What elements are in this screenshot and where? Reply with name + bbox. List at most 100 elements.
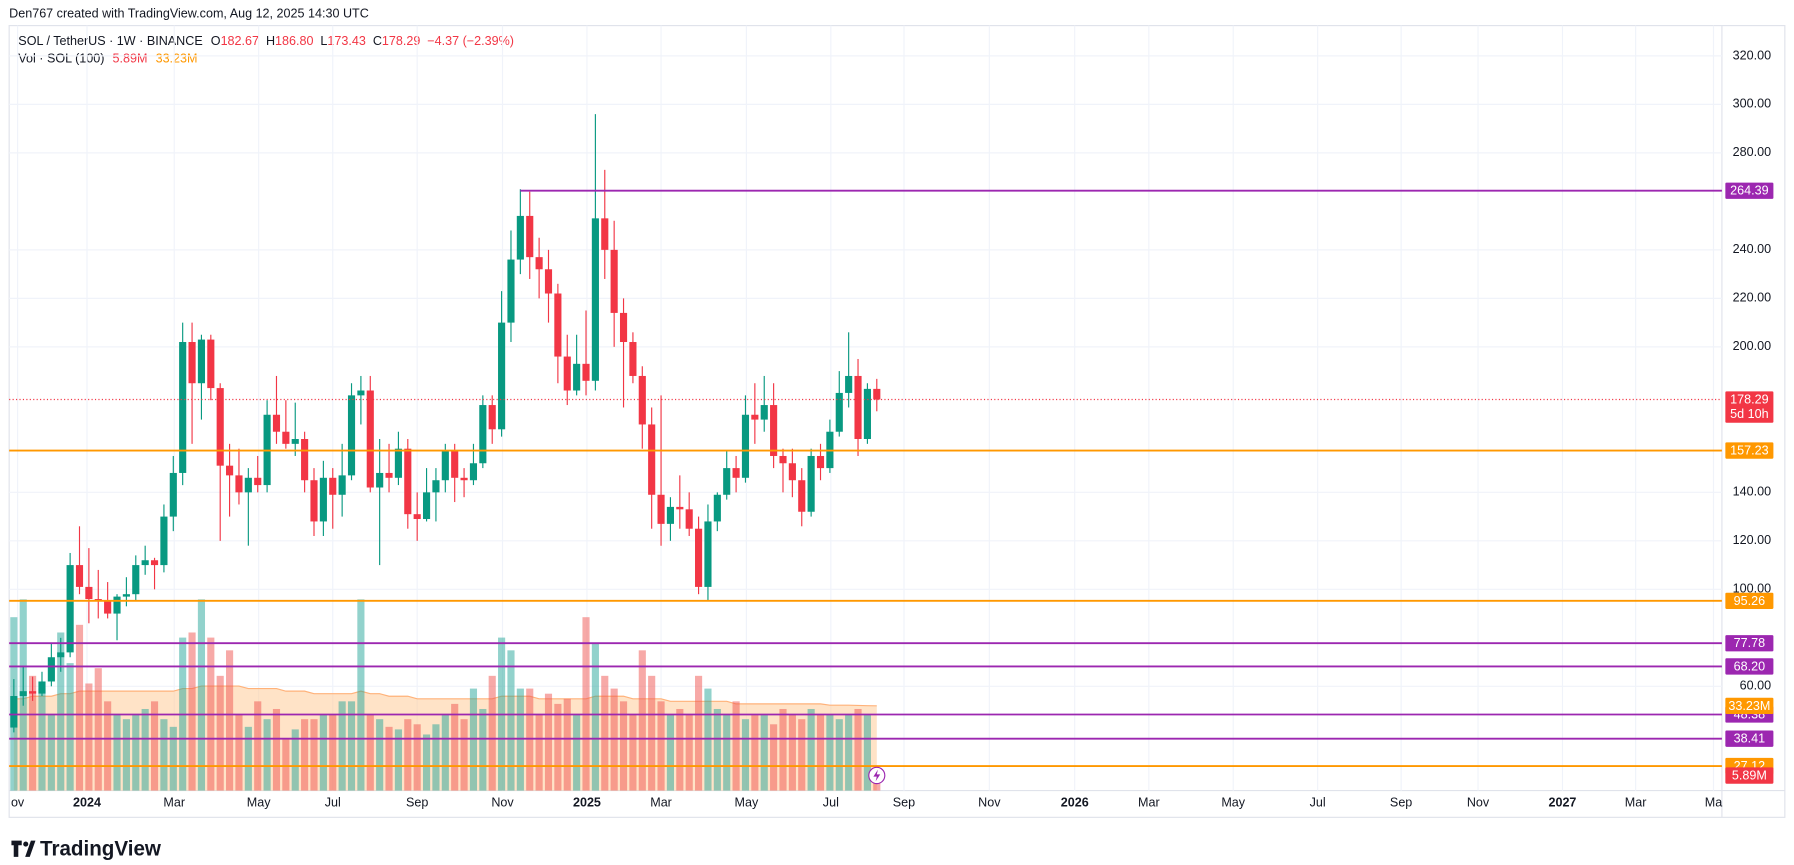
candle-body [404,448,412,515]
y-tick-label: 220.00 [1733,291,1771,305]
candle-body [666,506,674,524]
candle-body [441,451,449,481]
candle-body [254,477,262,486]
x-tick-label: Mar [163,796,185,810]
candle-body [310,480,318,522]
volume-bar [150,701,159,791]
candle-body [469,463,478,481]
y-tick-label: 280.00 [1733,145,1771,159]
volume-bar [826,714,834,791]
volume-bar [666,714,674,791]
level-label: 68.20 [1734,659,1765,673]
x-tick-label: May [735,796,759,810]
volume-label-box [1725,767,1774,784]
x-tick-label: 2027 [1548,796,1576,810]
level-label: 95.26 [1734,594,1765,608]
y-tick-label: 320.00 [1733,48,1771,62]
legend-value: 186.80 [275,34,313,48]
candle-body [301,439,309,481]
candle-body [319,477,327,522]
volume-legend-value: 5.89M [113,52,148,66]
candle-body [863,388,871,440]
level-label-box [1725,442,1774,459]
candle-body [38,681,46,694]
legend-change: −4.37 (−2.39%) [427,34,514,48]
candle-body [207,339,215,389]
candle-body [432,480,440,493]
y-tick-label: 120.00 [1733,533,1771,547]
volume-legend: Vol · SOL (100) 5.89M 33.23M [18,52,197,66]
volume-bar [404,719,412,791]
volume-bar [75,624,84,791]
candle-body [479,405,487,464]
volume-bar [713,708,721,791]
candle-body [723,468,731,495]
volume-bar [563,698,571,791]
candle-body [816,455,825,469]
x-tick-label: Jul [325,796,341,810]
candle-body [629,342,637,376]
legend-value: 173.43 [327,34,365,48]
candle-body [751,414,759,420]
candle-body [779,455,787,464]
volume-bar [94,668,102,791]
volume-bar [141,708,149,791]
candle-body [329,477,337,495]
legend-value: 182.67 [221,34,259,48]
candle-body [197,339,206,384]
volume-bar [535,714,543,791]
candle-body [582,363,590,381]
candle-body [150,560,159,566]
y-tick-label: 100.00 [1733,582,1771,596]
level-label-box [1725,730,1774,747]
candle-body [573,363,581,391]
candle-body [798,480,806,512]
volume-bar [216,675,224,791]
candle-body [216,388,224,466]
candle-body [10,696,18,728]
level-label-box [1725,635,1774,652]
volume-bar [863,714,871,791]
countdown-label: 5d 10h [1730,407,1768,421]
volume-bar [657,701,665,791]
candle-body [507,259,515,323]
candle-body [422,492,431,520]
y-tick-label: 200.00 [1733,339,1771,353]
volume-bar [301,719,309,791]
volume-bar [47,714,55,791]
candle-body [169,472,177,517]
event-icon-bolt [873,769,881,782]
volume-bar [244,726,252,791]
candle-body [741,414,750,478]
candle-body [619,312,628,343]
last-price-label: 178.29 [1730,392,1768,406]
volume-bar [366,714,374,791]
candle-body [235,475,243,493]
candle-body [704,521,712,587]
candle-body [854,375,862,440]
grid [9,25,1722,791]
volume-bar [845,714,853,791]
candle-body [835,392,843,432]
candle-body [385,472,393,478]
volume-bar [554,703,562,791]
candle-body [179,342,187,473]
candle-body [770,405,778,456]
candle-body [338,475,346,495]
volume-bar [751,714,759,791]
volume-bar [695,675,703,791]
candle-body [66,565,74,653]
volume-bar [741,719,750,791]
candle-body [788,463,796,481]
volume-bar [122,719,130,791]
x-tick-label: Sep [1390,796,1412,810]
x-tick-label: 2025 [573,796,601,810]
volume-bar [441,714,449,791]
volume-bar [132,714,140,791]
volume-bar [291,729,299,791]
candle-body [132,565,140,595]
candle-body [366,390,374,488]
y-tick-label: 60.00 [1740,679,1771,693]
candle-body [413,514,421,520]
